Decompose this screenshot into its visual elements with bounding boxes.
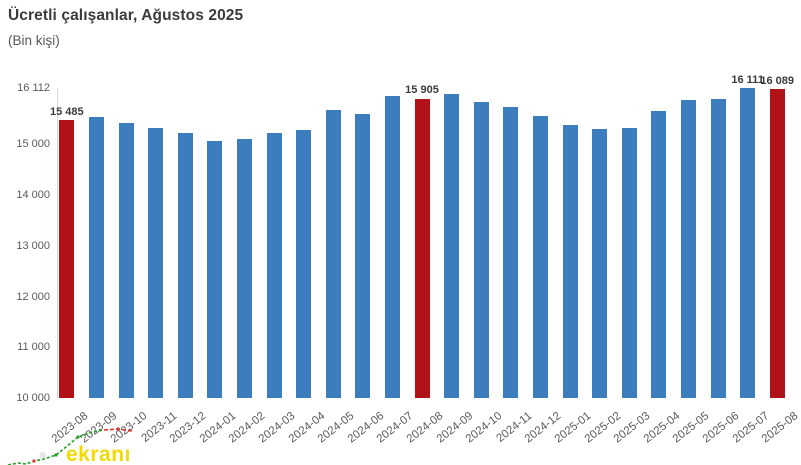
- bar-value-label: 16 089: [760, 75, 795, 88]
- y-axis-line: [57, 88, 58, 399]
- bar: [207, 141, 223, 398]
- bar-value-label: 15 485: [49, 105, 84, 118]
- bar-value-label: 15 905: [405, 84, 439, 97]
- bar-highlighted: [769, 89, 785, 398]
- bar: [296, 130, 312, 398]
- bar: [651, 111, 667, 398]
- bar: [680, 99, 696, 398]
- bar: [236, 138, 252, 398]
- bar: [88, 116, 104, 398]
- bar-highlighted: [59, 119, 75, 398]
- y-tick-label: 11 000: [17, 341, 50, 354]
- watermark-faint-mark: ●: [38, 447, 48, 464]
- bar: [503, 107, 519, 398]
- watermark-accent-text: ekranı: [66, 443, 131, 465]
- bar: [740, 88, 756, 398]
- y-tick-label: 10 000: [16, 392, 50, 404]
- bar: [444, 94, 460, 398]
- bar: [473, 101, 489, 398]
- chart-title: Ücretli çalışanlar, Ağustos 2025: [8, 7, 244, 24]
- bar: [266, 132, 282, 398]
- bar-highlighted: [414, 98, 430, 398]
- bar: [532, 116, 548, 398]
- bar: [177, 133, 193, 398]
- bar: [562, 124, 578, 398]
- watermark-sparkline-icon: [7, 427, 133, 465]
- y-tick-label: 13 000: [16, 239, 50, 252]
- y-tick-label: 16 112: [17, 82, 50, 94]
- y-tick-label: 15 000: [16, 138, 50, 151]
- bar-value-label: 16 111: [731, 74, 764, 87]
- bar: [384, 95, 400, 398]
- bar: [325, 109, 341, 398]
- chart-unit-label: (Bin kişi): [8, 33, 60, 48]
- bar: [710, 98, 726, 398]
- bar: [621, 127, 637, 398]
- bar: [118, 122, 134, 398]
- bar: [592, 129, 608, 398]
- bar-plot-area: [52, 88, 792, 398]
- y-tick-label: 12 000: [16, 290, 50, 303]
- y-tick-label: 14 000: [16, 189, 50, 202]
- bar: [355, 113, 371, 398]
- site-watermark: ● ekranı: [0, 419, 160, 465]
- bar: [148, 128, 164, 398]
